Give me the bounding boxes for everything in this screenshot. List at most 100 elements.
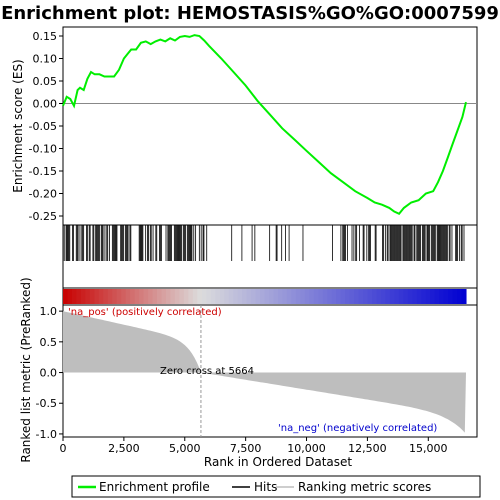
rank-band-segment	[434, 289, 440, 304]
rank-band-segment	[268, 289, 274, 304]
x-tick-label: 10,000	[287, 442, 326, 455]
rank-band-segment	[85, 289, 91, 304]
es-y-axis: -0.25 -0.20 -0.15 -0.10 -0.05 0.00 0.05 0.10 0.1…	[29, 30, 63, 223]
rank-band-segment	[228, 289, 234, 304]
rank-band-segment	[260, 289, 266, 304]
rank-band-segment	[246, 289, 252, 304]
ranking-metric-series	[63, 305, 466, 437]
rank-band-segment	[192, 289, 198, 304]
rank-band-segment	[89, 289, 95, 304]
rank-band-segment	[322, 289, 328, 304]
rank-band-segment	[76, 289, 82, 304]
x-tick-label: 12,500	[348, 442, 387, 455]
rank-band-segment	[327, 289, 333, 304]
rank-band-segment	[277, 289, 283, 304]
rank-band-segment	[165, 289, 171, 304]
es-y-tick-label: 0.10	[33, 53, 58, 66]
rank-band-segment	[125, 289, 131, 304]
metric-y-tick-label: 0.5	[40, 336, 58, 349]
es-y-tick-label: 0.05	[33, 75, 58, 88]
rank-band-segment	[340, 289, 346, 304]
es-y-tick-label: 0.00	[33, 98, 58, 111]
x-tick-label: 15,000	[409, 442, 448, 455]
rank-band-segment	[457, 289, 463, 304]
rank-band-segment	[407, 289, 413, 304]
rank-band-segment	[264, 289, 270, 304]
annotation-negative: 'na_neg' (negatively correlated)	[278, 423, 437, 434]
rank-band-segment	[143, 289, 149, 304]
rank-band-segment	[107, 289, 113, 304]
rank-band-segment	[403, 289, 409, 304]
rank-band-segment	[103, 289, 109, 304]
legend-label-metric: Ranking metric scores	[298, 480, 431, 494]
rank-band-segment	[439, 289, 445, 304]
rank-band-segment	[255, 289, 261, 304]
rank-band-segment	[188, 289, 194, 304]
rank-band-segment	[412, 289, 418, 304]
rank-band-segment	[197, 289, 203, 304]
rank-band-segment	[318, 289, 324, 304]
rank-band-segment	[206, 289, 212, 304]
es-y-tick-label: 0.15	[33, 30, 58, 43]
rank-band-segment	[233, 289, 239, 304]
rank-band-segment	[452, 289, 458, 304]
rank-band-segment	[157, 289, 163, 304]
rank-band-segment	[237, 289, 243, 304]
rank-band-segment	[421, 289, 427, 304]
rank-band-segment	[112, 289, 118, 304]
x-tick-label: 7,500	[230, 442, 262, 455]
rank-band-segment	[174, 289, 180, 304]
rank-band-segment	[242, 289, 248, 304]
enrichment-profile-line	[62, 34, 467, 216]
annotation-zero-cross: Zero cross at 5664	[160, 366, 254, 377]
rank-band-segment	[273, 289, 279, 304]
rank-band-segment	[430, 289, 436, 304]
rank-band-segment	[336, 289, 342, 304]
rank-band-segment	[371, 289, 377, 304]
x-tick-label: 2,500	[108, 442, 140, 455]
enrichment-profile-series	[62, 34, 467, 216]
rank-band-segment	[376, 289, 382, 304]
rank-band-segment	[170, 289, 176, 304]
ranking-metric-area	[63, 311, 466, 433]
es-y-axis-label: Enrichment score (ES)	[11, 59, 25, 192]
metric-y-axis-label: Ranked list metric (PreRanked)	[19, 277, 33, 462]
rank-band-segment	[210, 289, 216, 304]
rank-band-segment	[425, 289, 431, 304]
rank-band-segment	[152, 289, 158, 304]
rank-band-segment	[349, 289, 355, 304]
rank-band-segment	[71, 289, 77, 304]
rank-band-segment	[448, 289, 454, 304]
es-y-tick-label: -0.20	[29, 188, 57, 201]
rank-band-segment	[354, 289, 360, 304]
x-tick-label: 0	[60, 442, 67, 455]
rank-band-segment	[304, 289, 310, 304]
rank-band-segment	[116, 289, 122, 304]
rank-band-segment	[313, 289, 319, 304]
rank-band-segment	[134, 289, 140, 304]
rank-band-segment	[309, 289, 315, 304]
rank-band-segment	[63, 289, 68, 304]
chart-title: Enrichment plot: HEMOSTASIS%GO%GO:000759…	[1, 3, 499, 24]
rank-color-band	[63, 289, 467, 304]
metric-y-tick-label: -0.5	[36, 397, 57, 410]
rank-band-segment	[94, 289, 100, 304]
rank-band-segment	[67, 289, 73, 304]
x-axis-label: Rank in Ordered Dataset	[204, 455, 352, 469]
rank-band-segment	[380, 289, 386, 304]
hit-markers	[63, 225, 465, 261]
rank-band-segment	[345, 289, 351, 304]
rank-band-segment	[416, 289, 422, 304]
rank-band-segment	[80, 289, 86, 304]
rank-band-segment	[295, 289, 301, 304]
rank-band-segment	[251, 289, 257, 304]
rank-band-segment	[201, 289, 207, 304]
legend-label-profile: Enrichment profile	[99, 480, 210, 494]
rank-band-segment	[394, 289, 400, 304]
rank-band-segment	[148, 289, 154, 304]
legend-label-hits: Hits	[254, 480, 277, 494]
rank-band-segment	[179, 289, 185, 304]
rank-band-segment	[98, 289, 104, 304]
legend: Enrichment profile Hits Ranking metric s…	[71, 475, 481, 498]
x-tick-label: 5,000	[169, 442, 201, 455]
